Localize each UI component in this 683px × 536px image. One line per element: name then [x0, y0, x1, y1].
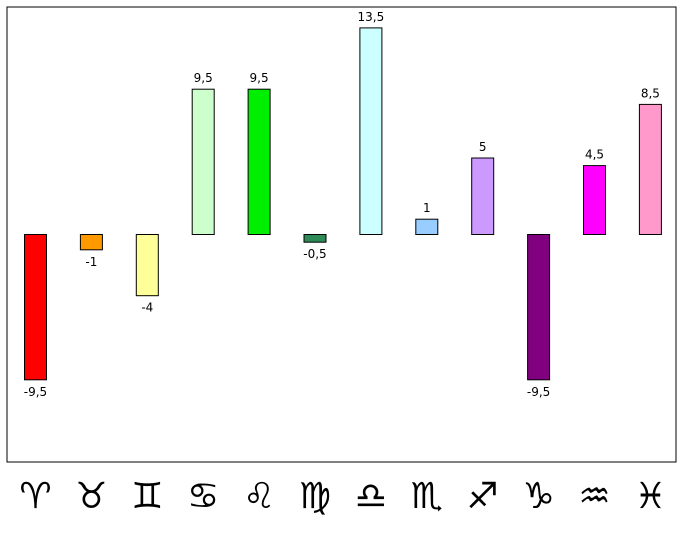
value-label: 1 [423, 201, 431, 215]
value-label: 13,5 [358, 10, 385, 24]
aquarius-icon: ♒ [578, 476, 610, 517]
taurus-icon: ♉ [75, 476, 107, 517]
bar-sagittarius [471, 157, 495, 235]
bar-scorpio [415, 218, 439, 235]
cancer-icon: ♋ [187, 476, 219, 517]
bar-virgo [303, 234, 327, 243]
scorpio-icon: ♏ [411, 476, 443, 517]
category-icons-group: ♈ ♉ ♊ ♋ ♌ ♍ ♎ ♏ ♐ ♑ ♒ ♓ [19, 476, 666, 517]
aries-icon: ♈ [19, 476, 51, 517]
bar-aquarius [583, 165, 606, 236]
bar-cancer [191, 88, 215, 235]
bar-aries [24, 234, 47, 381]
pisces-icon: ♓ [634, 476, 666, 517]
leo-icon: ♌ [243, 476, 275, 517]
bars-group [24, 27, 662, 381]
value-label: -9,5 [527, 385, 550, 399]
value-label: -0,5 [303, 247, 326, 261]
bar-gemini [135, 234, 159, 297]
bar-taurus [79, 234, 103, 251]
value-label: 9,5 [194, 71, 213, 85]
value-label: 4,5 [585, 148, 604, 162]
value-label: 9,5 [250, 71, 269, 85]
virgo-icon: ♍ [299, 476, 331, 517]
value-label: -4 [141, 301, 153, 315]
value-labels-group: -9,5 -1 -4 9,5 9,5 -0,5 13,5 1 5 -9,5 4,5 8,5 [24, 10, 660, 399]
value-label: 5 [479, 140, 487, 154]
plot-area [6, 6, 677, 463]
bar-pisces [638, 103, 662, 236]
bar-capricorn [527, 234, 551, 381]
sagittarius-icon: ♐ [467, 476, 499, 517]
gemini-icon: ♊ [131, 476, 163, 517]
bar-libra [359, 27, 383, 236]
libra-icon: ♎ [355, 476, 387, 517]
value-label: -1 [85, 255, 97, 269]
value-label: -9,5 [24, 385, 47, 399]
capricorn-icon: ♑ [522, 476, 554, 517]
value-label: 8,5 [641, 86, 660, 100]
bar-leo [247, 88, 271, 235]
